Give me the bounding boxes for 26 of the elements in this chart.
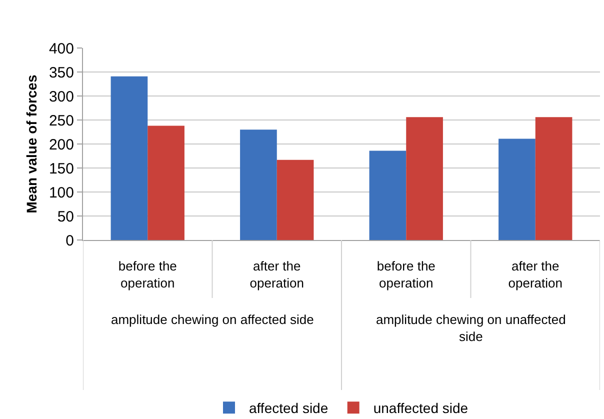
y-tick-label: 350 xyxy=(48,64,74,82)
bar xyxy=(369,150,406,240)
legend-label: unaffected side xyxy=(373,400,468,416)
y-tick-label: 50 xyxy=(57,208,74,226)
bar xyxy=(276,160,314,240)
x-tick-label: after the operation xyxy=(250,258,304,290)
bar xyxy=(148,126,184,240)
y-tick-label: 200 xyxy=(48,136,74,154)
text: amplitude chewing on affected side xyxy=(111,312,314,327)
text: amplitude chewing on unaffected side xyxy=(376,312,566,344)
bar xyxy=(498,138,536,240)
x-tick-label: before the operation xyxy=(118,258,177,290)
bar xyxy=(240,130,277,240)
y-tick-label: 0 xyxy=(66,232,74,250)
x-tick-label: before the operation xyxy=(376,258,436,290)
y-tick-label: 400 xyxy=(48,40,74,58)
y-tick-label: 250 xyxy=(48,112,74,130)
y-tick-label: 150 xyxy=(48,160,74,178)
bar xyxy=(406,117,443,240)
bar xyxy=(535,117,572,240)
y-tick-label: 100 xyxy=(48,184,74,202)
bar xyxy=(110,76,148,240)
y-tick-label: 300 xyxy=(48,88,74,106)
x-tick-label: after the operation xyxy=(508,258,562,290)
y-axis-title: Mean value of forces xyxy=(24,74,40,214)
legend-label: affected side xyxy=(249,400,328,416)
